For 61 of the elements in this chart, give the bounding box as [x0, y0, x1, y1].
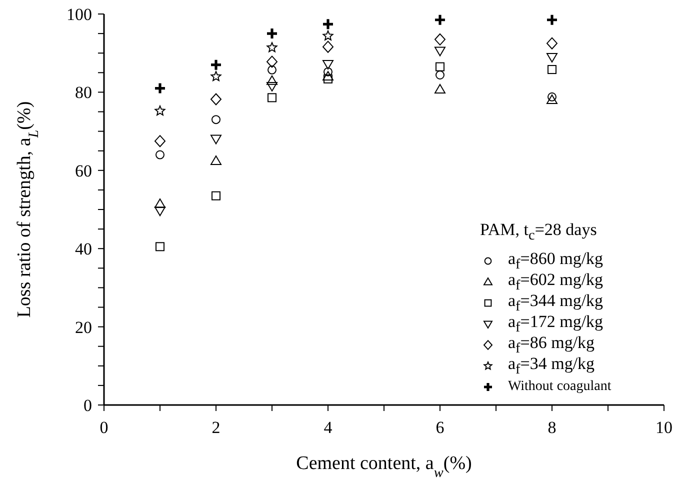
y-tick-label: 40 — [75, 240, 92, 259]
y-tick-label: 20 — [75, 318, 92, 337]
point — [322, 60, 334, 70]
point — [434, 33, 446, 46]
point — [434, 46, 446, 56]
point — [156, 242, 164, 252]
point — [548, 65, 556, 74]
legend-title: PAM, t$_{c}$=28 days — [480, 220, 597, 244]
point — [268, 93, 276, 102]
y-tick-label: 100 — [66, 5, 92, 24]
point — [434, 84, 446, 94]
point — [154, 135, 166, 148]
point — [210, 71, 222, 82]
point — [324, 67, 332, 76]
point — [210, 93, 222, 106]
point — [436, 62, 444, 72]
x-tick-label: 0 — [100, 418, 108, 438]
point — [154, 206, 166, 216]
point — [266, 75, 278, 85]
point — [210, 156, 222, 166]
y-tick-label: 0 — [84, 396, 92, 416]
point — [322, 71, 334, 81]
point — [266, 42, 278, 52]
x-tick-label: 10 — [656, 418, 672, 438]
x-tick-label: 4 — [324, 418, 333, 438]
point — [266, 27, 278, 40]
y-tick-label: 60 — [75, 161, 92, 180]
x-tick-label: 2 — [212, 418, 220, 438]
x-tick-label: 8 — [548, 418, 556, 438]
point — [546, 37, 558, 50]
point — [322, 18, 334, 30]
point — [434, 14, 446, 26]
point — [210, 58, 222, 72]
point — [154, 82, 166, 95]
point — [210, 134, 222, 144]
point — [154, 105, 166, 116]
x-axis-title: Cement content, a$_{w}$(%) — [296, 453, 472, 481]
x-tick-label: 6 — [436, 418, 444, 438]
point — [548, 92, 556, 102]
legend-label: Without coagulant — [508, 378, 612, 394]
legend-label: a$_{f}$=860 mg/kg — [508, 248, 604, 272]
point — [212, 115, 220, 124]
legend-label: a$_{f}$=344 mg/kg — [508, 290, 604, 314]
point — [322, 40, 334, 53]
legend-label: a$_{f}$=602 mg/kg — [508, 270, 604, 294]
point — [268, 65, 276, 74]
point — [436, 70, 444, 80]
point — [324, 74, 332, 84]
point — [546, 53, 558, 63]
point — [156, 150, 164, 160]
point — [322, 30, 334, 40]
point — [266, 82, 278, 92]
point — [212, 191, 220, 200]
point — [154, 198, 166, 208]
legend-label: a$_{f}$=172 mg/kg — [508, 312, 604, 336]
point — [266, 56, 278, 68]
point — [546, 94, 558, 104]
y-tick-label: 80 — [75, 83, 92, 102]
point — [546, 14, 558, 26]
legend-label: a$_{f}$=86 mg/kg — [508, 332, 595, 356]
legend-label: a$_{f}$=34 mg/kg — [508, 354, 595, 378]
